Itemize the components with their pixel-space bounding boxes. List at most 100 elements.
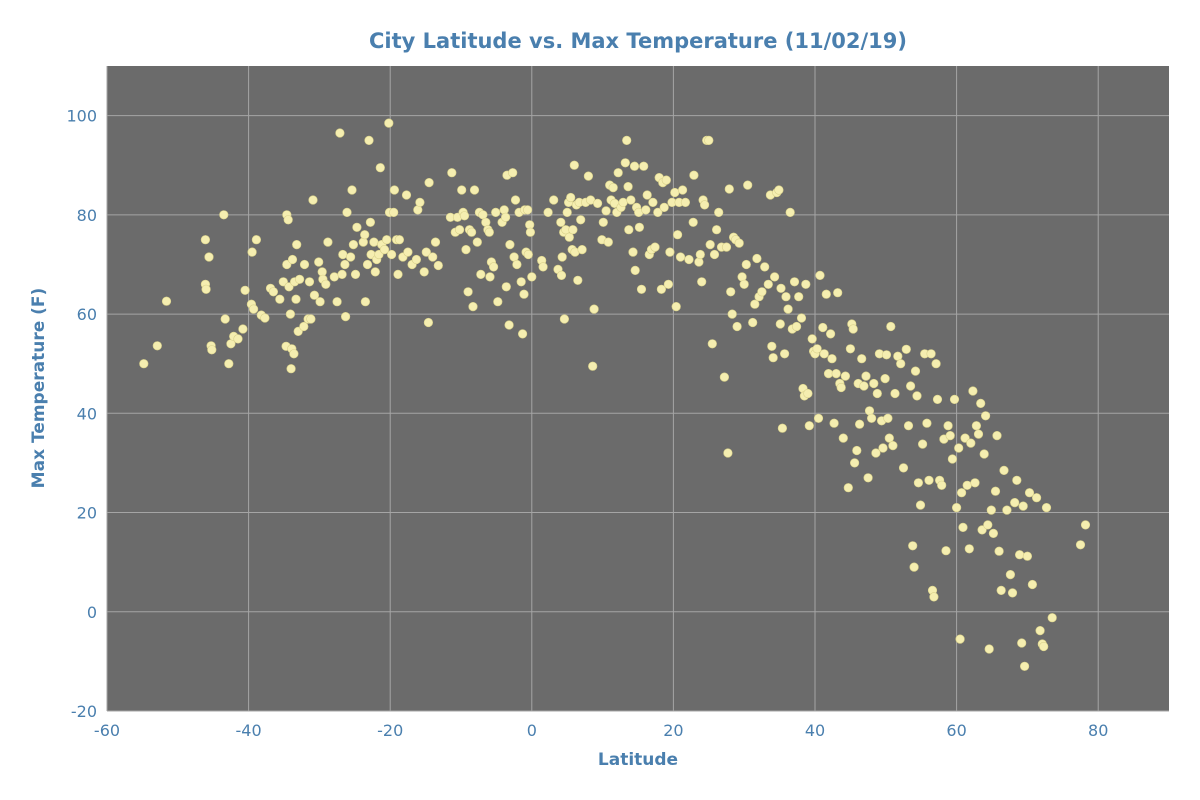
data-point bbox=[694, 257, 704, 267]
data-point bbox=[504, 320, 514, 330]
data-point bbox=[886, 321, 896, 332]
data-point bbox=[459, 211, 470, 221]
data-point bbox=[505, 240, 515, 250]
data-point bbox=[861, 371, 871, 381]
data-point bbox=[1005, 569, 1016, 580]
data-point bbox=[249, 304, 259, 314]
data-point bbox=[289, 349, 299, 359]
data-point bbox=[641, 205, 651, 215]
data-point bbox=[291, 294, 301, 304]
data-point bbox=[623, 182, 633, 192]
data-point bbox=[785, 207, 795, 217]
data-point bbox=[951, 503, 962, 513]
data-point bbox=[941, 546, 951, 556]
data-point bbox=[1019, 661, 1030, 671]
data-point bbox=[577, 245, 587, 255]
data-point bbox=[774, 185, 784, 195]
data-point bbox=[803, 388, 813, 399]
data-point bbox=[859, 381, 869, 391]
data-point bbox=[403, 247, 413, 257]
data-point bbox=[335, 128, 345, 138]
data-point bbox=[980, 411, 991, 421]
data-point bbox=[926, 349, 936, 359]
data-point bbox=[362, 259, 373, 270]
data-point bbox=[992, 431, 1002, 441]
data-point bbox=[672, 230, 683, 240]
data-point bbox=[723, 448, 733, 458]
data-point bbox=[352, 222, 362, 232]
data-point bbox=[299, 259, 310, 270]
data-point bbox=[748, 317, 758, 328]
data-point bbox=[485, 272, 495, 282]
data-point bbox=[469, 185, 480, 195]
data-point bbox=[393, 269, 403, 280]
data-point bbox=[888, 441, 898, 451]
data-point bbox=[779, 349, 790, 359]
data-point bbox=[1010, 498, 1020, 508]
data-point bbox=[724, 184, 734, 194]
data-point bbox=[634, 222, 645, 232]
data-point bbox=[999, 465, 1009, 476]
data-point bbox=[347, 185, 357, 195]
data-point bbox=[971, 421, 982, 431]
data-point bbox=[510, 195, 521, 205]
data-point bbox=[559, 314, 570, 324]
data-point bbox=[379, 245, 390, 255]
data-point bbox=[512, 259, 522, 270]
data-point bbox=[801, 279, 811, 289]
data-point bbox=[804, 421, 814, 431]
data-point bbox=[656, 284, 667, 294]
data-point bbox=[711, 225, 722, 235]
data-point bbox=[849, 458, 860, 468]
data-point bbox=[815, 270, 825, 281]
data-point bbox=[207, 345, 217, 355]
data-point bbox=[375, 163, 385, 173]
data-point bbox=[630, 265, 640, 276]
data-point bbox=[306, 314, 316, 324]
data-point bbox=[556, 270, 567, 281]
data-point bbox=[650, 242, 660, 252]
data-point bbox=[680, 197, 691, 207]
data-point bbox=[501, 212, 511, 222]
data-point bbox=[845, 344, 856, 354]
data-point bbox=[321, 279, 331, 289]
data-point bbox=[945, 431, 955, 441]
data-point bbox=[340, 259, 350, 270]
data-point bbox=[350, 269, 361, 280]
data-point bbox=[955, 634, 965, 644]
data-point bbox=[903, 421, 914, 431]
data-point bbox=[543, 207, 553, 217]
data-point bbox=[741, 259, 751, 270]
data-point bbox=[364, 135, 374, 145]
data-point bbox=[592, 198, 603, 208]
data-point bbox=[1041, 503, 1052, 513]
data-point bbox=[455, 225, 465, 235]
data-point bbox=[727, 309, 737, 319]
data-point bbox=[389, 185, 400, 195]
plot-area bbox=[107, 66, 1169, 711]
data-point bbox=[423, 317, 434, 328]
x-tick-label: 0 bbox=[527, 721, 537, 740]
data-point bbox=[994, 546, 1004, 556]
x-tick-label: -60 bbox=[94, 721, 120, 740]
data-point bbox=[501, 282, 511, 292]
data-point bbox=[1024, 488, 1035, 498]
data-point bbox=[433, 260, 443, 271]
data-point bbox=[424, 178, 434, 188]
data-point bbox=[719, 372, 730, 382]
data-point bbox=[360, 230, 370, 240]
data-point bbox=[447, 168, 457, 178]
data-point bbox=[852, 445, 862, 456]
data-point bbox=[776, 283, 786, 293]
data-point bbox=[468, 302, 478, 312]
data-point bbox=[268, 287, 279, 297]
data-point bbox=[777, 423, 788, 433]
data-point bbox=[878, 443, 888, 453]
data-point bbox=[346, 252, 356, 262]
data-point bbox=[569, 160, 579, 170]
data-point bbox=[589, 304, 599, 314]
data-point bbox=[384, 118, 394, 128]
data-point bbox=[629, 161, 640, 171]
data-point bbox=[663, 279, 674, 289]
